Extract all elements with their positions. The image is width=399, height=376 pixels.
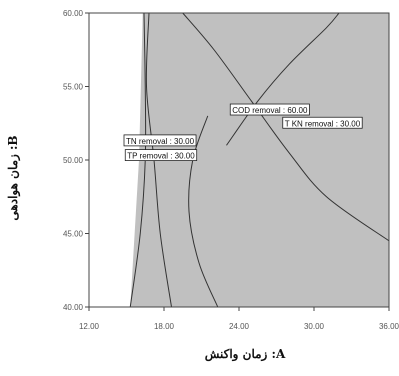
contour-label-box-0 [229, 103, 310, 116]
contour-label-box-1 [282, 116, 363, 129]
contour-label-text-1: T KN removal : 30.00 [285, 119, 361, 128]
contour-label-1: T KN removal : 30.00 [282, 116, 363, 129]
y-tick-label-4: 60.00 [63, 9, 84, 18]
contour-label-0: COD removal : 60.00 [229, 103, 310, 116]
y-axis-title: B: زمان هوادهی [6, 135, 21, 220]
contour-label-box-3 [124, 149, 198, 161]
contour-label-box-2 [123, 134, 197, 147]
contour-line-0 [182, 12, 390, 242]
contour-label-text-2: TN removal : 30.00 [126, 137, 195, 146]
feasible-region [130, 13, 389, 307]
contour-label-text-3: TP removal : 30.00 [127, 152, 195, 161]
x-tick-label-4: 36.00 [379, 322, 399, 331]
contour-label-3: TP removal : 30.00 [124, 149, 198, 161]
y-tick-label-2: 50.00 [63, 156, 84, 165]
contour-line-4 [188, 115, 219, 308]
contour-label-text-0: COD removal : 60.00 [232, 106, 308, 115]
x-tick-label-2: 24.00 [229, 322, 250, 331]
x-tick-label-1: 18.00 [154, 322, 175, 331]
x-axis-title: A: زمان واکنش [205, 347, 286, 362]
y-tick-label-1: 45.00 [63, 230, 84, 239]
y-tick-label-3: 55.00 [63, 83, 84, 92]
x-tick-label-3: 30.00 [304, 322, 325, 331]
x-tick-label-0: 12.00 [79, 322, 100, 331]
contour-label-2: TN removal : 30.00 [123, 134, 197, 147]
y-tick-label-0: 40.00 [63, 303, 84, 312]
